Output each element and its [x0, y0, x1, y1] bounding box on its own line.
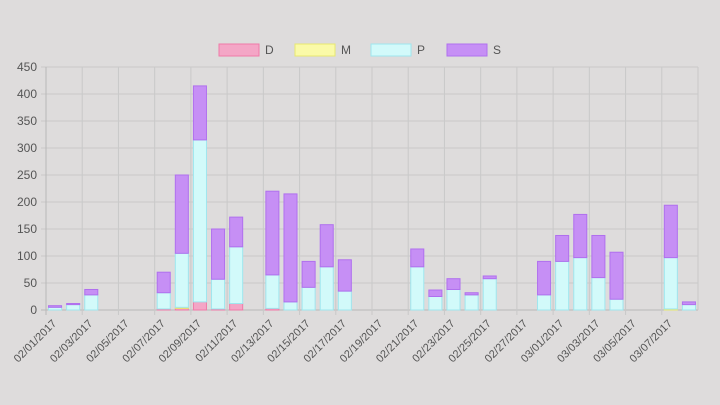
bar-segment-s[interactable]: [174, 174, 189, 254]
axes: 05010015020025030035040045002/01/201702/…: [12, 60, 675, 365]
y-tick-label: 450: [17, 60, 37, 74]
legend-item-m[interactable]: M: [294, 43, 351, 57]
y-tick-label: 350: [17, 114, 37, 128]
bar-segment-s[interactable]: [156, 271, 171, 294]
bar-segment-p[interactable]: [337, 290, 352, 311]
bar-segment-p[interactable]: [211, 278, 226, 310]
bar-segment-s[interactable]: [537, 260, 552, 296]
bar-segment-p[interactable]: [301, 286, 316, 311]
bar-segment-p[interactable]: [609, 298, 624, 311]
bar-segment-p[interactable]: [265, 274, 280, 309]
bar-segment-s[interactable]: [66, 303, 81, 306]
legend-swatch: [294, 43, 336, 57]
bar-segment-s[interactable]: [428, 289, 443, 297]
bar-segment-p[interactable]: [410, 266, 425, 311]
y-tick-label: 150: [17, 222, 37, 236]
legend-swatch: [218, 43, 260, 57]
bar-segment-s[interactable]: [192, 85, 207, 141]
grid: [41, 66, 699, 315]
bar-segment-s[interactable]: [265, 190, 280, 276]
bar-segment-s[interactable]: [573, 213, 588, 259]
bar-segment-d[interactable]: [229, 303, 244, 311]
bar-segment-p[interactable]: [482, 278, 497, 311]
bar-segment-d[interactable]: [192, 301, 207, 311]
bar-segment-p[interactable]: [537, 294, 552, 311]
legend-label: P: [417, 43, 425, 57]
bar-segment-p[interactable]: [464, 294, 479, 311]
bar-segment-p[interactable]: [446, 288, 461, 311]
bar-segment-p[interactable]: [156, 292, 171, 310]
bars: [48, 85, 696, 311]
legend-label: M: [341, 43, 351, 57]
bar-segment-s[interactable]: [609, 251, 624, 300]
legend-item-s[interactable]: S: [446, 43, 501, 57]
bar-segment-s[interactable]: [301, 260, 316, 288]
y-tick-label: 200: [17, 195, 37, 209]
bar-segment-p[interactable]: [229, 246, 244, 305]
y-tick-label: 400: [17, 87, 37, 101]
bar-segment-s[interactable]: [48, 305, 63, 308]
bar-segment-s[interactable]: [84, 288, 99, 296]
bar-segment-p[interactable]: [663, 257, 678, 310]
bar-segment-s[interactable]: [410, 248, 425, 268]
bar-segment-p[interactable]: [428, 296, 443, 311]
bar-segment-s[interactable]: [591, 234, 606, 279]
bar-segment-p[interactable]: [319, 266, 334, 311]
y-tick-label: 100: [17, 249, 37, 263]
bar-segment-s[interactable]: [555, 234, 570, 262]
bar-segment-p[interactable]: [66, 304, 81, 311]
bar-segment-s[interactable]: [319, 224, 334, 268]
legend-item-p[interactable]: P: [370, 43, 425, 57]
bar-segment-s[interactable]: [482, 275, 497, 280]
y-tick-label: 0: [30, 303, 37, 317]
bar-segment-p[interactable]: [591, 277, 606, 311]
bar-segment-p[interactable]: [681, 304, 696, 311]
bar-segment-p[interactable]: [555, 260, 570, 311]
bar-segment-s[interactable]: [464, 292, 479, 296]
legend-label: D: [265, 43, 274, 57]
bar-segment-p[interactable]: [283, 301, 298, 311]
y-tick-label: 250: [17, 168, 37, 182]
y-tick-label: 300: [17, 141, 37, 155]
y-tick-label: 50: [24, 276, 38, 290]
bar-segment-p[interactable]: [573, 257, 588, 311]
bar-segment-s[interactable]: [211, 228, 226, 280]
legend-swatch: [446, 43, 488, 57]
bar-segment-s[interactable]: [446, 278, 461, 290]
bar-segment-p[interactable]: [192, 139, 207, 303]
bar-segment-s[interactable]: [681, 301, 696, 306]
bar-segment-p[interactable]: [84, 294, 99, 311]
bar-segment-s[interactable]: [283, 193, 298, 303]
legend-label: S: [493, 43, 501, 57]
bar-segment-s[interactable]: [663, 204, 678, 259]
legend-item-d[interactable]: D: [218, 43, 274, 57]
bar-segment-s[interactable]: [337, 259, 352, 292]
bar-segment-p[interactable]: [174, 252, 189, 308]
legend-swatch: [370, 43, 412, 57]
bar-segment-s[interactable]: [229, 216, 244, 248]
